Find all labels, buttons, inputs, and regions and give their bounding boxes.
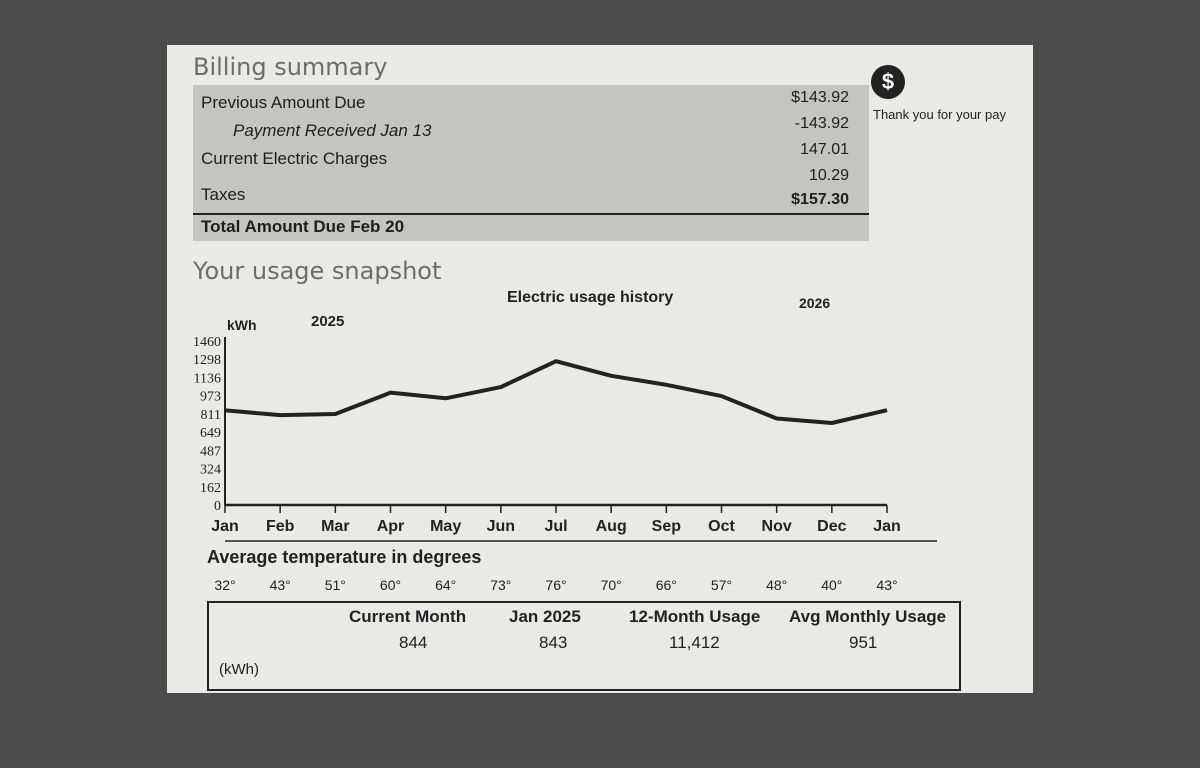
table-header: Current Month xyxy=(349,607,467,626)
temperature-label: 40° xyxy=(821,577,842,593)
temperature-label: 43° xyxy=(876,577,897,593)
y-tick-label: 1298 xyxy=(193,353,221,368)
y-tick-label: 324 xyxy=(200,463,221,478)
x-tick-label: Sep xyxy=(652,518,682,535)
table-cell: 844 xyxy=(399,633,428,652)
x-tick-label: May xyxy=(430,518,461,535)
billing-row-amount: $143.92 xyxy=(791,89,849,106)
y-tick-label: 1136 xyxy=(194,371,221,386)
total-divider xyxy=(193,213,869,215)
y-axis-label: kWh xyxy=(227,317,257,333)
temperature-label: 43° xyxy=(270,577,291,593)
year-label-2025: 2025 xyxy=(311,313,345,330)
temperature-label: 48° xyxy=(766,577,787,593)
bill-paper: Billing summary Previous Amount Due Paym… xyxy=(167,45,1033,693)
y-tick-label: 1460 xyxy=(193,335,221,350)
temperature-title: Average temperature in degrees xyxy=(207,547,482,567)
billing-row-label: Current Electric Charges xyxy=(201,149,388,168)
temperature-label: 64° xyxy=(435,577,456,593)
y-tick-label: 811 xyxy=(201,408,221,423)
x-tick-label: Apr xyxy=(377,518,405,535)
year-label-2026: 2026 xyxy=(799,295,831,311)
table-header: Avg Monthly Usage xyxy=(789,607,947,626)
temperature-label: 32° xyxy=(214,577,235,593)
x-tick-label: Jun xyxy=(487,518,515,535)
table-header: Jan 2025 xyxy=(509,607,581,626)
usage-table: Current Month Jan 2025 12-Month Usage Av… xyxy=(207,601,961,691)
billing-row-amount: 147.01 xyxy=(800,141,849,158)
y-tick-label: 0 xyxy=(214,499,221,514)
temperature-label: 57° xyxy=(711,577,732,593)
thank-you-text: Thank you for your pay xyxy=(873,107,1006,122)
x-tick-label: Mar xyxy=(321,518,349,535)
table-cell: 11,412 xyxy=(669,633,720,652)
table-cell: 951 xyxy=(849,633,878,652)
usage-line xyxy=(224,359,888,425)
billing-row-label: Taxes xyxy=(201,185,246,204)
billing-row-label: Previous Amount Due xyxy=(201,93,366,112)
y-tick-label: 649 xyxy=(200,426,221,441)
temperature-label: 51° xyxy=(325,577,346,593)
table-header: 12-Month Usage xyxy=(629,607,761,626)
x-tick-label: Nov xyxy=(762,518,792,535)
x-tick-label: Jan xyxy=(211,518,239,535)
usage-line-chart: 0 162 324 487 649 811 973 1136 1298 1460 Jan 32° Feb… xyxy=(193,335,937,593)
billing-summary-box: Previous Amount Due Payment Received Jan… xyxy=(193,85,869,241)
x-tick-label: Dec xyxy=(817,518,846,535)
x-tick-label: Aug xyxy=(596,518,627,535)
billing-summary-title: Billing summary xyxy=(193,53,388,81)
x-tick-label: Feb xyxy=(266,518,295,535)
usage-snapshot-title: Your usage snapshot xyxy=(193,257,442,285)
temperature-label: 66° xyxy=(656,577,677,593)
chart-title: Electric usage history xyxy=(507,289,674,306)
billing-row-amount: -143.92 xyxy=(794,115,849,132)
temperature-label: 73° xyxy=(490,577,511,593)
dollar-icon: $ xyxy=(871,65,905,99)
total-amount: $157.30 xyxy=(791,191,849,208)
temperature-label: 76° xyxy=(545,577,566,593)
y-tick-label: 162 xyxy=(200,481,221,496)
x-tick-label: Jan xyxy=(873,518,901,535)
y-tick-label: 973 xyxy=(200,390,221,405)
table-row-label: (kWh) xyxy=(219,661,259,678)
temperature-label: 60° xyxy=(380,577,401,593)
x-tick-label: Oct xyxy=(708,518,735,535)
temperature-label: 70° xyxy=(601,577,622,593)
billing-row-label: Payment Received Jan 13 xyxy=(233,121,432,140)
table-cell: 843 xyxy=(539,633,568,652)
x-tick-label: Jul xyxy=(544,518,567,535)
billing-row-amount: 10.29 xyxy=(808,167,849,184)
y-tick-label: 487 xyxy=(200,444,221,459)
total-label: Total Amount Due Feb 20 xyxy=(201,217,405,236)
